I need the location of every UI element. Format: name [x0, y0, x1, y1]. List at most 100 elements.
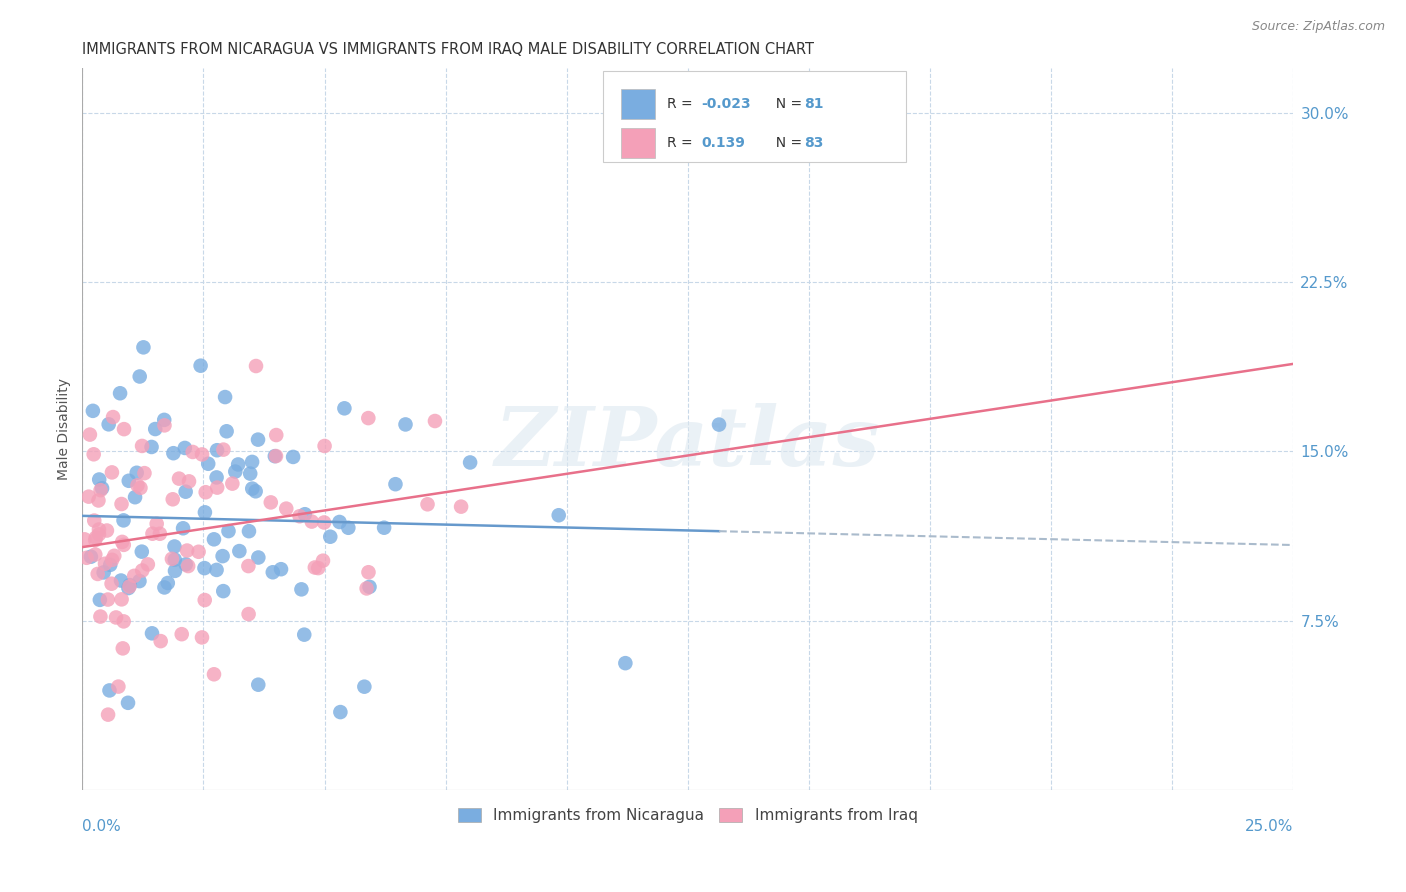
Point [202, 533, 225, 547]
Point [101, 410, 124, 425]
Point [112, 422, 135, 436]
Point [122, 569, 145, 583]
Point [160, 552, 183, 566]
Point [264, 449, 287, 463]
Point [614, 656, 637, 670]
Point [105, 610, 128, 624]
Point [94, 557, 117, 571]
Point [163, 564, 186, 578]
Text: 81: 81 [804, 97, 824, 111]
Point [118, 578, 141, 592]
Text: 0.139: 0.139 [702, 136, 745, 150]
Point [314, 439, 336, 453]
Point [131, 544, 153, 558]
Point [245, 359, 267, 373]
Point [215, 424, 238, 438]
Point [238, 559, 260, 574]
Point [174, 558, 197, 572]
Point [423, 414, 446, 428]
Point [416, 497, 439, 511]
Point [163, 552, 186, 566]
Point [89, 473, 111, 487]
Point [181, 445, 204, 459]
Point [353, 680, 375, 694]
Point [143, 422, 166, 436]
Point [707, 417, 730, 432]
Point [118, 580, 141, 594]
Point [89, 592, 111, 607]
Point [190, 359, 212, 373]
Point [212, 584, 235, 599]
Point [214, 390, 236, 404]
Point [288, 509, 311, 524]
Point [205, 481, 228, 495]
Point [176, 543, 198, 558]
Point [228, 544, 250, 558]
Point [103, 549, 125, 563]
Point [394, 417, 416, 432]
Point [132, 340, 155, 354]
Point [172, 521, 194, 535]
Point [83, 447, 105, 461]
Point [141, 440, 163, 454]
Point [247, 550, 270, 565]
Point [191, 631, 214, 645]
Point [156, 576, 179, 591]
Point [337, 521, 360, 535]
Point [134, 466, 156, 480]
Point [153, 581, 176, 595]
Point [262, 566, 284, 580]
Legend: Immigrants from Nicaragua, Immigrants from Iraq: Immigrants from Nicaragua, Immigrants fr… [451, 802, 924, 830]
Point [281, 450, 304, 464]
Point [100, 576, 122, 591]
Point [149, 634, 172, 648]
Text: IMMIGRANTS FROM NICARAGUA VS IMMIGRANTS FROM IRAQ MALE DISABILITY CORRELATION CH: IMMIGRANTS FROM NICARAGUA VS IMMIGRANTS … [83, 42, 814, 57]
Point [173, 441, 195, 455]
Point [458, 455, 481, 469]
Point [247, 433, 270, 447]
Point [97, 707, 120, 722]
Point [80, 549, 103, 564]
Point [111, 641, 134, 656]
Point [162, 492, 184, 507]
Point [226, 458, 249, 472]
Text: R =: R = [668, 97, 697, 111]
Text: 25.0%: 25.0% [1244, 819, 1294, 834]
Point [301, 515, 323, 529]
Point [202, 667, 225, 681]
Point [110, 592, 132, 607]
Point [264, 428, 287, 442]
Point [239, 467, 262, 481]
Point [98, 558, 121, 572]
Point [111, 535, 134, 549]
Point [174, 484, 197, 499]
Point [333, 401, 356, 416]
Point [87, 493, 110, 508]
Text: 83: 83 [804, 136, 824, 150]
Point [177, 475, 200, 489]
Point [319, 530, 342, 544]
Point [170, 627, 193, 641]
Point [270, 562, 292, 576]
Point [83, 514, 105, 528]
Point [89, 609, 111, 624]
Point [194, 485, 217, 500]
Text: N =: N = [766, 97, 806, 111]
Point [263, 449, 285, 463]
Point [110, 497, 132, 511]
Point [77, 490, 100, 504]
Point [384, 477, 406, 491]
Point [205, 470, 228, 484]
Point [84, 531, 107, 545]
Point [84, 533, 107, 548]
Text: 0.0%: 0.0% [83, 819, 121, 834]
Point [79, 427, 101, 442]
Point [73, 533, 96, 547]
Point [141, 626, 163, 640]
Point [357, 566, 380, 580]
Point [194, 593, 217, 607]
Point [108, 386, 131, 401]
Point [136, 558, 159, 572]
Point [205, 563, 228, 577]
Text: Source: ZipAtlas.com: Source: ZipAtlas.com [1251, 20, 1385, 33]
